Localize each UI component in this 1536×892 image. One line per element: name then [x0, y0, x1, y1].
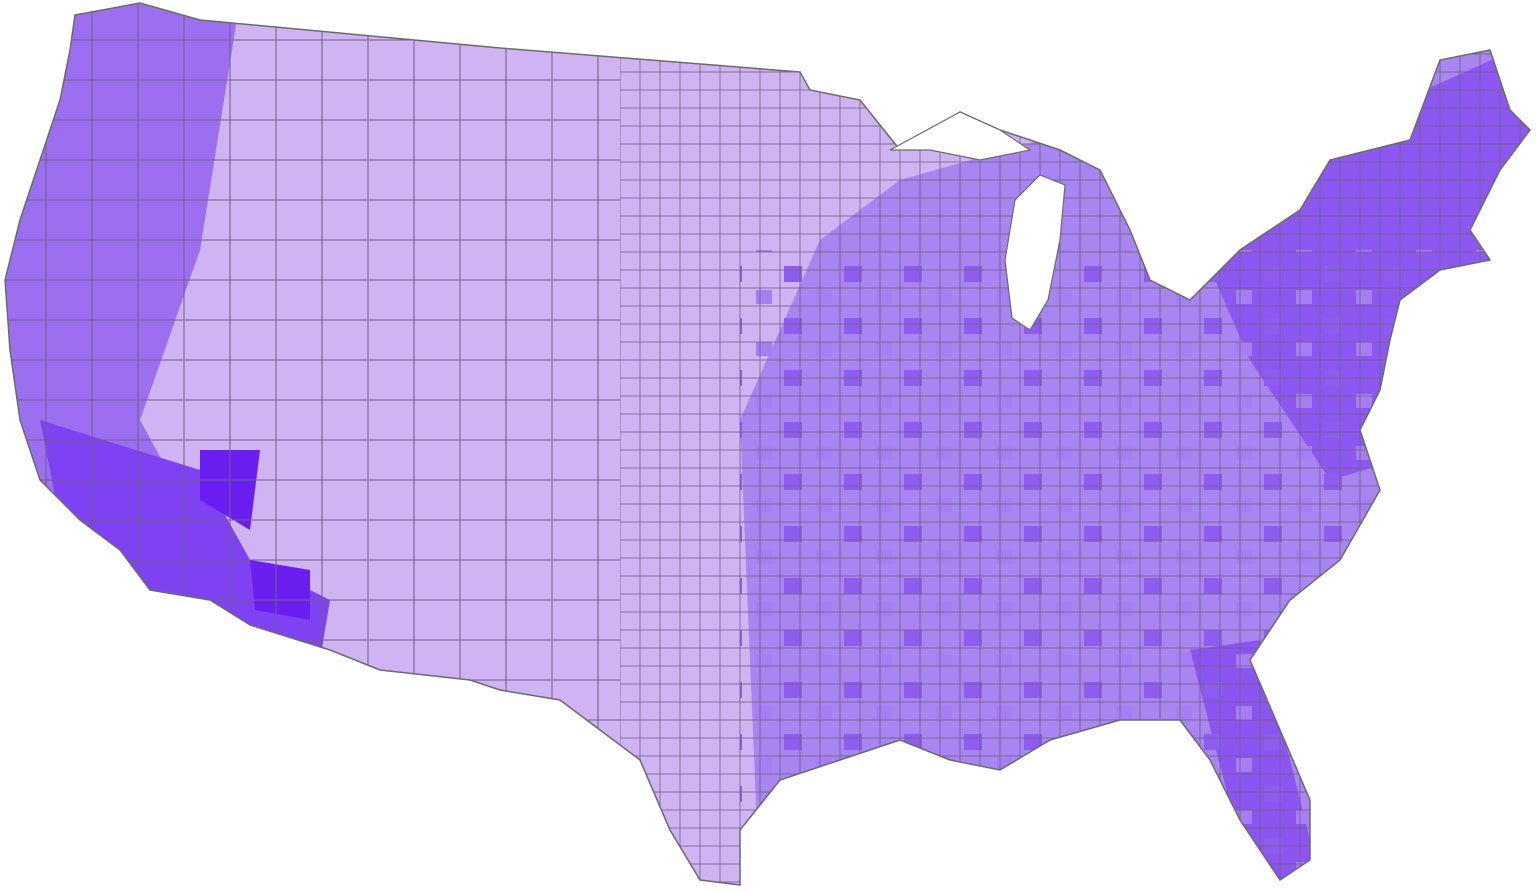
lake-superior [889, 111, 1032, 161]
national-border [4, 2, 1531, 886]
county-borders-east [620, 3, 1530, 885]
county-borders-west [5, 3, 620, 885]
lake-michigan [1004, 174, 1066, 331]
